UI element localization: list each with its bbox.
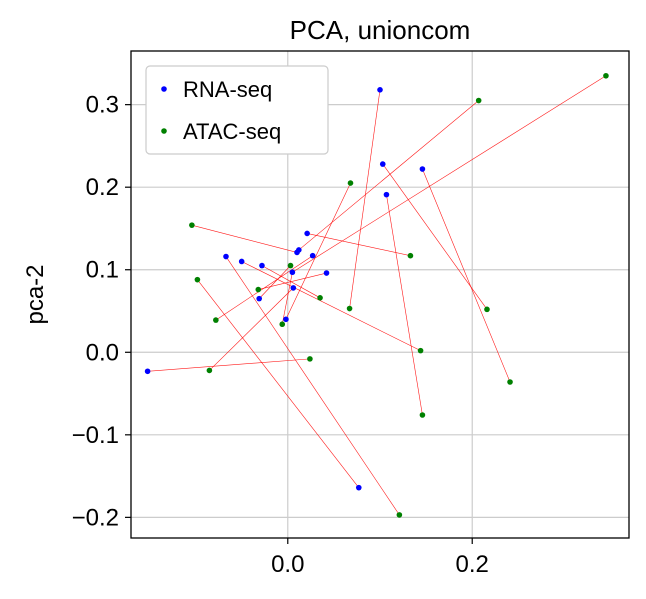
rna-seq-point [283,316,289,323]
pair-link-line [298,100,479,251]
pair-link-line [292,75,607,273]
legend-label-rna-seq: RNA-seq [183,77,272,102]
pair-link-line [147,358,310,372]
y-tick-label: 0.2 [86,174,119,201]
atac-seq-point [396,512,403,518]
rna-seq-point [309,252,316,259]
atac-seq-point [194,276,201,283]
rna-seq-point [377,86,383,93]
atac-seq-point [189,222,195,228]
rna-seq-point [289,269,296,276]
y-tick-label: 0.3 [86,92,119,119]
rna-seq-point [419,166,426,172]
atac-seq-point [255,286,262,293]
pair-link-line [209,287,294,371]
atac-seq-point [475,97,482,104]
pair-link-line [386,194,423,416]
y-tick-label: 0.0 [86,339,119,366]
rna-seq-point [223,253,229,260]
atac-seq-point [206,367,213,374]
y-tick-label: −0.1 [72,422,119,449]
pair-link-line [285,182,351,320]
rna-seq-point [290,285,297,291]
legend-label-atac-seq: ATAC-seq [183,119,281,144]
rna-seq-point [256,295,262,302]
atac-seq-point [407,252,414,259]
pair-link-line [191,224,298,253]
atac-seq-point [417,347,424,354]
pair-link-line [382,163,488,310]
legend-marker-atac-seq [161,128,167,134]
atac-seq-point [213,317,219,323]
chart-title: PCA, unioncom [290,15,471,45]
rna-seq-point [238,258,245,265]
pair-link-line [258,272,327,290]
atac-seq-point [317,295,323,301]
rna-seq-point [144,368,151,375]
pair-link-line [307,233,411,256]
rna-seq-point [296,247,302,253]
pair-link-line [197,279,360,488]
atac-seq-point [603,72,609,79]
rna-seq-point [259,262,265,269]
legend-marker-rna-seq [161,86,167,92]
pair-link-line [281,272,293,325]
atac-seq-point [287,262,294,269]
rna-seq-point [379,161,386,167]
grid-lines [131,51,629,538]
atac-seq-point [307,356,313,362]
legend-box [145,65,329,155]
axis-ticks: 0.0 0.2 −0.2 −0.1 0.0 0.1 0.2 0.3 [72,92,489,578]
x-tick-label: 0.0 [271,551,304,578]
rna-seq-point [383,191,390,198]
x-tick-label: 0.2 [456,551,489,578]
rna-seq-point [323,270,330,276]
y-tick-label: 0.1 [86,257,119,284]
atac-seq-point [419,412,426,418]
y-tick-label: −0.2 [72,504,119,531]
atac-seq-point [346,305,353,312]
pair-link-line [422,168,511,383]
pair-links [147,75,607,516]
atac-seq-point [507,379,513,385]
rna-seq-point [355,484,362,491]
pair-link-line [225,256,400,516]
pair-link-line [241,261,421,351]
pair-link-line [258,265,291,299]
pair-link-line [349,89,381,309]
atac-seq-point [347,180,354,186]
rna-seq-point [304,230,310,237]
y-axis-label: pca-2 [22,264,49,324]
axes-frame [130,50,630,539]
atac-seq-point [279,321,286,328]
scatter-points [144,72,609,518]
atac-seq-point [484,306,490,313]
legend: RNA-seq ATAC-seq [145,65,329,155]
